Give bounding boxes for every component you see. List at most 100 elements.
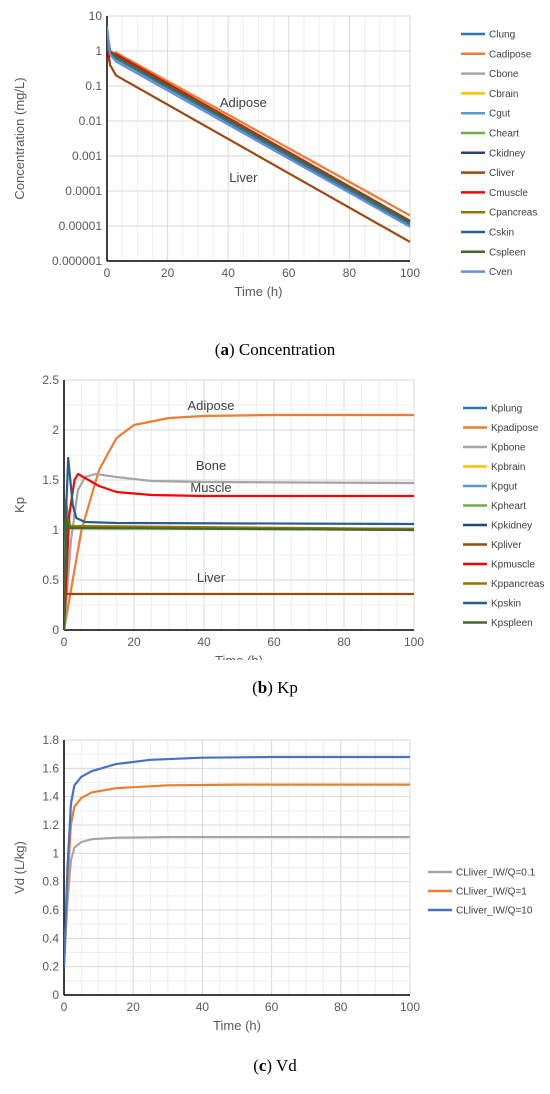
grid	[63, 379, 415, 631]
legend-entry: Kpbone	[491, 443, 526, 454]
y-tick-label: 2.5	[42, 373, 59, 387]
x-tick-label: 80	[343, 266, 357, 280]
legend-entry: Kpspleen	[491, 618, 533, 629]
legend-entry: Kpkidney	[491, 521, 532, 532]
legend: CLliver_IW/Q=0.1 CLliver_IW/Q=1 CLliver_IW…	[428, 868, 536, 917]
x-tick-label: 0	[61, 635, 68, 649]
x-tick-label: 20	[127, 635, 141, 649]
series-line-cven	[107, 26, 411, 228]
legend-entry: Cpancreas	[489, 208, 537, 219]
caption-vd: (c) Vd	[253, 1056, 297, 1075]
y-tick-label: 10	[89, 9, 103, 23]
y-tick-label: 0.6	[42, 903, 59, 917]
y-axis-title: Concentration (mg/L)	[12, 77, 27, 199]
caption-text: Kp	[277, 678, 298, 697]
legend-entry: CLliver_IW/Q=1	[456, 887, 527, 898]
series-line-clliver-iw-q-0-1	[64, 835, 410, 967]
legend-entry: Cbone	[489, 69, 519, 80]
y-axis-title: Kp	[12, 497, 27, 513]
legend-entry: Kpliver	[491, 540, 522, 551]
y-tick-label: 0.1	[85, 79, 102, 93]
legend-entry: Kpskin	[491, 599, 521, 610]
legend-entry: Kppancreas	[491, 579, 544, 590]
legend-entry: Kpgut	[491, 482, 517, 493]
annotation-label: Adipose	[220, 95, 267, 110]
series-line-kpadipose	[64, 413, 414, 630]
x-tick-label: 40	[222, 266, 236, 280]
annotation-label: Liver	[229, 170, 258, 185]
legend-entry: Cspleen	[489, 247, 526, 258]
legend-entry: Kpmuscle	[491, 560, 535, 571]
legend-entry: Cmuscle	[489, 188, 528, 199]
legend-entry: CLliver_IW/Q=0.1	[456, 868, 536, 879]
x-tick-label: 80	[334, 1000, 348, 1014]
legend-entry: Cven	[489, 267, 512, 278]
y-tick-label: 0.001	[72, 149, 102, 163]
series-line-cliver	[107, 40, 411, 243]
y-tick-label: 1.6	[42, 761, 59, 775]
caption-text: Concentration	[238, 340, 336, 359]
annotation-label: Liver	[197, 570, 226, 585]
caption-letter: c	[258, 1056, 267, 1075]
legend: Kplung Kpadipose Kpbone Kpbrain Kpgut Kpheart…	[463, 404, 544, 629]
series-line-clliver-iw-q-10	[64, 755, 410, 967]
x-tick-label: 100	[400, 266, 420, 280]
x-tick-label: 60	[282, 266, 296, 280]
y-tick-label: 1.2	[42, 818, 59, 832]
legend-entry: Kpbrain	[491, 462, 525, 473]
x-tick-label: 60	[267, 635, 281, 649]
legend-entry: Cgut	[489, 109, 510, 120]
caption-concentration: (a) Concentration	[214, 340, 336, 359]
series-line-kpskin	[64, 456, 415, 630]
y-tick-label: 1	[52, 523, 59, 537]
y-tick-label: 0.4	[42, 931, 59, 945]
y-tick-label: 0	[52, 623, 59, 637]
annotation-label: Adipose	[188, 398, 235, 413]
y-axis-title: Vd (L/kg)	[12, 841, 27, 894]
y-tick-label: 0	[52, 988, 59, 1002]
x-axis-title: Time (h)	[215, 653, 263, 660]
y-tick-label: 0.0001	[65, 184, 102, 198]
y-tick-label: 1	[95, 44, 102, 58]
legend-entry: Kpadipose	[491, 423, 539, 434]
x-axis-title: Time (h)	[235, 284, 283, 299]
x-tick-label: 20	[161, 266, 175, 280]
grid	[63, 739, 411, 996]
caption-letter: b	[257, 678, 268, 697]
chart-vd: 0 0.2 0.4 0.6 0.8 1 1.2 1.4 1.6 1.8 0 20 40 60 80 100 Ti…	[12, 733, 536, 1033]
y-tick-label: 2	[52, 423, 59, 437]
chart-kp: 0 0.5 1 1.5 2 2.5 0 20 40 60 80 100 Time (h) Kp Adipos…	[12, 373, 544, 660]
y-tick-label: 1.8	[42, 733, 59, 747]
legend-entry: Cskin	[489, 228, 514, 239]
y-tick-label: 0.5	[42, 573, 59, 587]
legend-entry: Cbrain	[489, 89, 518, 100]
legend: Clung Cadipose Cbone Cbrain Cgut Cheart Ckidne…	[461, 30, 537, 278]
y-tick-label: 1.5	[42, 473, 59, 487]
legend-entry: Ckidney	[489, 148, 525, 159]
legend-entry: Cadipose	[489, 49, 532, 60]
y-tick-label: 1.4	[42, 790, 59, 804]
y-tick-label: 0.8	[42, 875, 59, 889]
y-tick-label: 0.000001	[52, 254, 102, 268]
x-tick-label: 80	[337, 635, 351, 649]
y-tick-label: 0.00001	[59, 219, 103, 233]
x-tick-label: 20	[127, 1000, 141, 1014]
legend-entry: Clung	[489, 30, 515, 41]
x-tick-label: 40	[197, 635, 211, 649]
legend-entry: Kplung	[491, 404, 522, 415]
series-group	[107, 26, 411, 243]
annotation-label: Muscle	[190, 480, 231, 495]
caption-letter: a	[220, 340, 229, 359]
legend-entry: Cheart	[489, 129, 519, 140]
legend-entry: Cliver	[489, 168, 515, 179]
series-line-kpspleen	[64, 518, 415, 630]
legend-entry: CLliver_IW/Q=10	[456, 906, 533, 917]
x-tick-label: 60	[265, 1000, 279, 1014]
annotation-label: Bone	[196, 458, 226, 473]
legend-entry: Kpheart	[491, 501, 526, 512]
x-tick-label: 0	[104, 266, 111, 280]
x-axis-title: Time (h)	[213, 1018, 261, 1033]
caption-kp: (b) Kp	[252, 678, 298, 697]
x-tick-label: 100	[400, 1000, 420, 1014]
